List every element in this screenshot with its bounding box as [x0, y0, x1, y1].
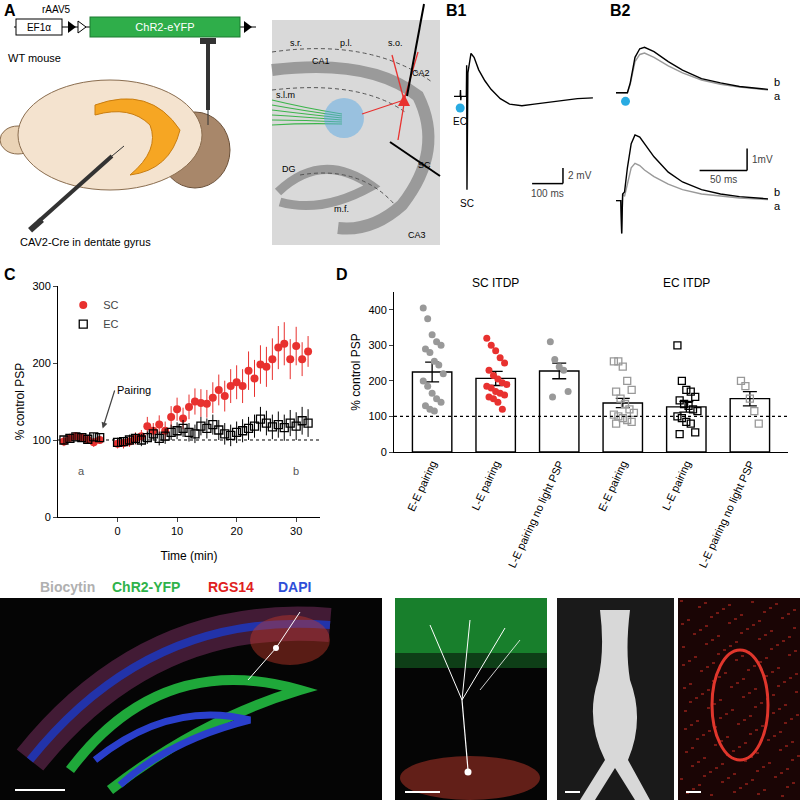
svg-text:EC: EC: [453, 116, 467, 127]
svg-text:p.l.: p.l.: [340, 38, 352, 48]
svg-text:300: 300: [368, 339, 386, 351]
svg-text:B2: B2: [610, 2, 631, 19]
svg-text:SC: SC: [418, 160, 431, 170]
svg-text:1mV: 1mV: [752, 154, 773, 165]
svg-text:ChR2-eYFP: ChR2-eYFP: [135, 21, 194, 33]
svg-text:EF1α: EF1α: [27, 22, 51, 33]
svg-text:rAAV5: rAAV5: [42, 4, 71, 15]
svg-text:s.l.m: s.l.m: [276, 90, 295, 100]
svg-text:EC: EC: [103, 318, 118, 330]
svg-text:% control PSP: % control PSP: [349, 333, 363, 410]
svg-text:A: A: [4, 2, 16, 19]
svg-text:a: a: [774, 200, 781, 212]
svg-text:a: a: [78, 465, 85, 477]
svg-text:E-E pairing: E-E pairing: [596, 459, 630, 513]
svg-text:CA2: CA2: [412, 68, 430, 78]
svg-text:0: 0: [45, 511, 51, 523]
svg-text:10: 10: [171, 525, 183, 537]
svg-text:DG: DG: [282, 164, 296, 174]
svg-text:300: 300: [32, 280, 50, 292]
svg-text:100 ms: 100 ms: [531, 188, 564, 199]
svg-text:SC: SC: [103, 299, 118, 311]
svg-text:200: 200: [32, 357, 50, 369]
svg-text:b: b: [774, 76, 780, 88]
svg-text:L-E pairing no light PSP: L-E pairing no light PSP: [506, 459, 566, 570]
svg-text:RGS14: RGS14: [208, 579, 254, 595]
svg-text:2 mV: 2 mV: [568, 170, 592, 181]
svg-text:100: 100: [32, 434, 50, 446]
svg-text:ChR2-YFP: ChR2-YFP: [112, 579, 180, 595]
svg-text:b: b: [293, 465, 299, 477]
svg-text:DAPI: DAPI: [278, 579, 311, 595]
svg-text:s.r.: s.r.: [290, 38, 302, 48]
svg-text:WT mouse: WT mouse: [8, 52, 61, 64]
svg-text:C: C: [4, 266, 16, 283]
svg-text:m.f.: m.f.: [334, 204, 349, 214]
svg-text:CA1: CA1: [312, 56, 330, 66]
svg-text:b: b: [774, 186, 780, 198]
svg-text:CA3: CA3: [408, 230, 426, 240]
svg-text:20: 20: [231, 525, 243, 537]
svg-text:0: 0: [114, 525, 120, 537]
svg-text:50 ms: 50 ms: [710, 174, 737, 185]
svg-text:D: D: [336, 266, 348, 283]
svg-text:a: a: [774, 90, 781, 102]
svg-text:30: 30: [290, 525, 302, 537]
svg-text:0: 0: [381, 446, 387, 458]
svg-text:100: 100: [368, 410, 386, 422]
svg-text:B1: B1: [446, 2, 467, 19]
svg-text:SC ITDP: SC ITDP: [472, 276, 519, 290]
svg-text:SC: SC: [460, 198, 474, 209]
svg-text:L-E pairing no light PSP: L-E pairing no light PSP: [696, 459, 756, 570]
svg-text:CAV2-Cre in dentate gyrus: CAV2-Cre in dentate gyrus: [20, 236, 151, 248]
svg-text:L-E pairing: L-E pairing: [469, 459, 502, 512]
svg-text:L-E pairing: L-E pairing: [660, 459, 693, 512]
svg-text:Pairing: Pairing: [117, 384, 151, 396]
svg-text:EC ITDP: EC ITDP: [663, 276, 710, 290]
svg-text:Biocytin: Biocytin: [40, 579, 95, 595]
svg-text:400: 400: [368, 304, 386, 316]
svg-text:200: 200: [368, 375, 386, 387]
svg-text:Time (min): Time (min): [161, 549, 218, 563]
svg-text:E-E pairing: E-E pairing: [405, 459, 439, 513]
svg-text:% control PSP: % control PSP: [13, 363, 27, 440]
svg-text:s.o.: s.o.: [388, 38, 403, 48]
